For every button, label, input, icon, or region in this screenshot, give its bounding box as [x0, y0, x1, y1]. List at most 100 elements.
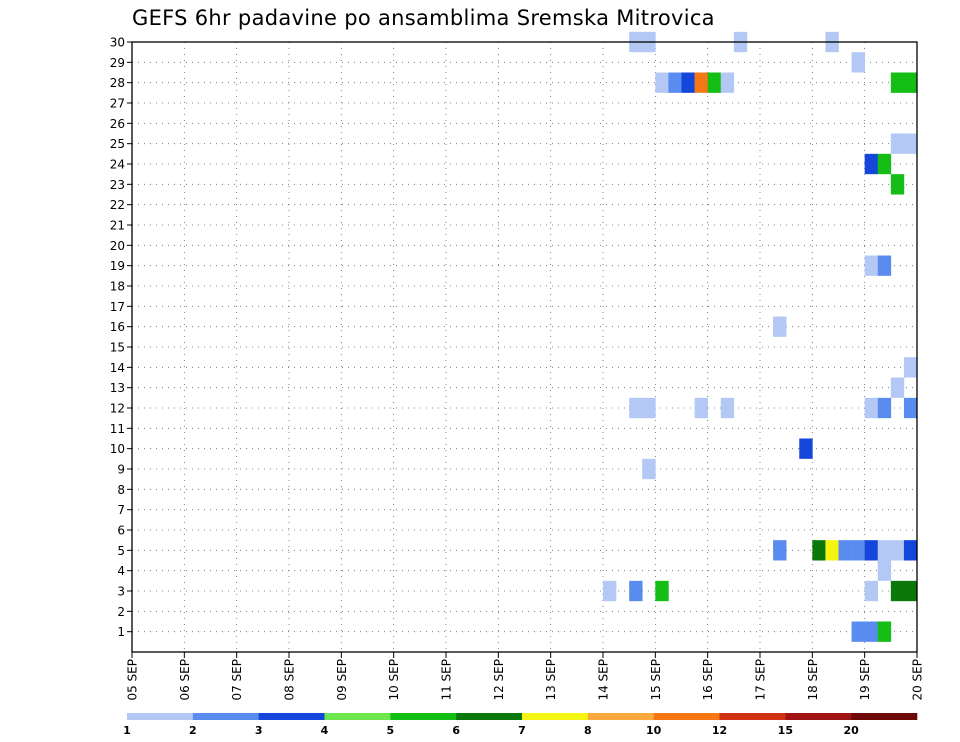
legend-swatch — [258, 713, 325, 720]
precip-cell — [877, 397, 892, 419]
precip-cell — [877, 560, 892, 581]
precip-cell — [864, 153, 879, 175]
precip-cell — [877, 153, 892, 175]
precip-cell — [851, 540, 865, 561]
legend-label: 10 — [646, 724, 662, 737]
y-axis: 1234567891011121314151617181920212223242… — [110, 36, 132, 639]
y-tick-label: 19 — [110, 259, 125, 273]
y-tick-label: 16 — [110, 320, 125, 334]
x-tick-label: 19 SEP — [858, 659, 872, 701]
y-tick-label: 23 — [110, 178, 125, 192]
precip-cell — [629, 580, 643, 602]
y-tick-label: 1 — [117, 625, 125, 639]
y-tick-label: 17 — [110, 300, 125, 314]
legend-swatch — [522, 713, 589, 720]
y-tick-label: 25 — [110, 137, 125, 151]
x-axis: 05 SEP 06 SEP 07 SEP 08 SEP 09 SEP 10 SEP 11 S… — [126, 652, 925, 701]
precip-cell — [838, 540, 852, 561]
x-tick-label: 11 SEP — [440, 659, 454, 701]
y-tick-label: 6 — [117, 524, 125, 538]
legend-label: 5 — [387, 724, 395, 737]
y-tick-label: 12 — [110, 402, 125, 416]
precip-cell — [864, 621, 879, 642]
precip-cell — [694, 72, 708, 93]
y-tick-label: 21 — [110, 219, 125, 233]
precip-cell — [890, 72, 905, 93]
precip-cell — [773, 316, 787, 337]
precip-cell — [890, 377, 905, 398]
precip-cell — [890, 580, 905, 602]
x-tick-label: 16 SEP — [701, 659, 715, 701]
y-tick-label: 26 — [110, 117, 125, 131]
x-tick-label: 13 SEP — [544, 659, 558, 701]
x-tick-label: 05 SEP — [126, 659, 140, 701]
precip-cell — [799, 438, 813, 459]
chart-title: GEFS 6hr padavine po ansamblima Sremska … — [132, 6, 715, 30]
x-tick-label: 10 SEP — [387, 659, 401, 701]
legend-label: 2 — [189, 724, 197, 737]
precip-cell — [642, 458, 656, 480]
x-tick-label: 09 SEP — [335, 659, 349, 701]
x-tick-label: 08 SEP — [283, 659, 297, 701]
precip-cell — [877, 255, 892, 276]
precip-cell — [903, 357, 918, 378]
y-tick-label: 3 — [117, 585, 125, 599]
y-tick-label: 2 — [117, 605, 125, 619]
y-tick-label: 15 — [110, 341, 125, 355]
y-tick-label: 7 — [117, 503, 125, 517]
y-tick-label: 28 — [110, 76, 125, 90]
y-tick-label: 4 — [117, 564, 125, 578]
legend-swatch — [192, 713, 259, 720]
precip-cell — [668, 72, 682, 93]
legend-label: 6 — [452, 724, 460, 737]
legend-swatch — [719, 713, 786, 720]
legend-label: 20 — [844, 724, 860, 737]
precip-cell — [903, 72, 918, 93]
legend-swatch — [785, 713, 852, 720]
y-tick-label: 20 — [110, 239, 125, 253]
precip-cell — [864, 397, 879, 419]
precip-cell — [903, 580, 918, 602]
legend-label: 1 — [123, 724, 131, 737]
y-tick-label: 5 — [117, 544, 125, 558]
precip-cell — [864, 540, 879, 561]
y-tick-label: 30 — [110, 36, 125, 50]
precip-cell — [773, 540, 787, 561]
y-tick-label: 9 — [117, 463, 125, 477]
precip-cell — [851, 621, 865, 642]
precip-cell — [890, 174, 905, 195]
precip-cell — [825, 540, 839, 561]
legend-swatch — [127, 713, 194, 720]
precip-cell — [890, 133, 905, 154]
plot-frame — [131, 41, 918, 653]
legend-label: 12 — [712, 724, 727, 737]
legend-label: 4 — [321, 724, 329, 737]
x-tick-label: 12 SEP — [492, 659, 506, 701]
precipitation-cells — [603, 31, 918, 642]
precip-cell — [903, 133, 918, 154]
precip-cell — [851, 52, 865, 73]
y-tick-label: 10 — [110, 442, 125, 456]
legend-swatch — [324, 713, 391, 720]
y-tick-label: 18 — [110, 280, 125, 294]
legend-label: 15 — [778, 724, 793, 737]
precip-cell — [903, 397, 918, 419]
x-tick-label: 18 SEP — [806, 659, 820, 701]
precip-cell — [903, 540, 918, 561]
y-tick-label: 11 — [110, 422, 125, 436]
precip-cell — [877, 621, 892, 642]
precip-cell — [681, 72, 695, 93]
x-tick-label: 07 SEP — [230, 659, 244, 701]
precip-cell — [694, 397, 708, 419]
precip-cell — [720, 72, 735, 93]
legend-label: 8 — [584, 724, 592, 737]
x-tick-label: 06 SEP — [178, 659, 192, 701]
precip-cell — [720, 397, 735, 419]
y-tick-label: 24 — [110, 158, 125, 172]
precip-cell — [655, 72, 669, 93]
legend-swatch — [456, 713, 523, 720]
precip-cell — [655, 580, 669, 602]
legend-label: 3 — [255, 724, 263, 737]
legend-swatch — [587, 713, 654, 720]
